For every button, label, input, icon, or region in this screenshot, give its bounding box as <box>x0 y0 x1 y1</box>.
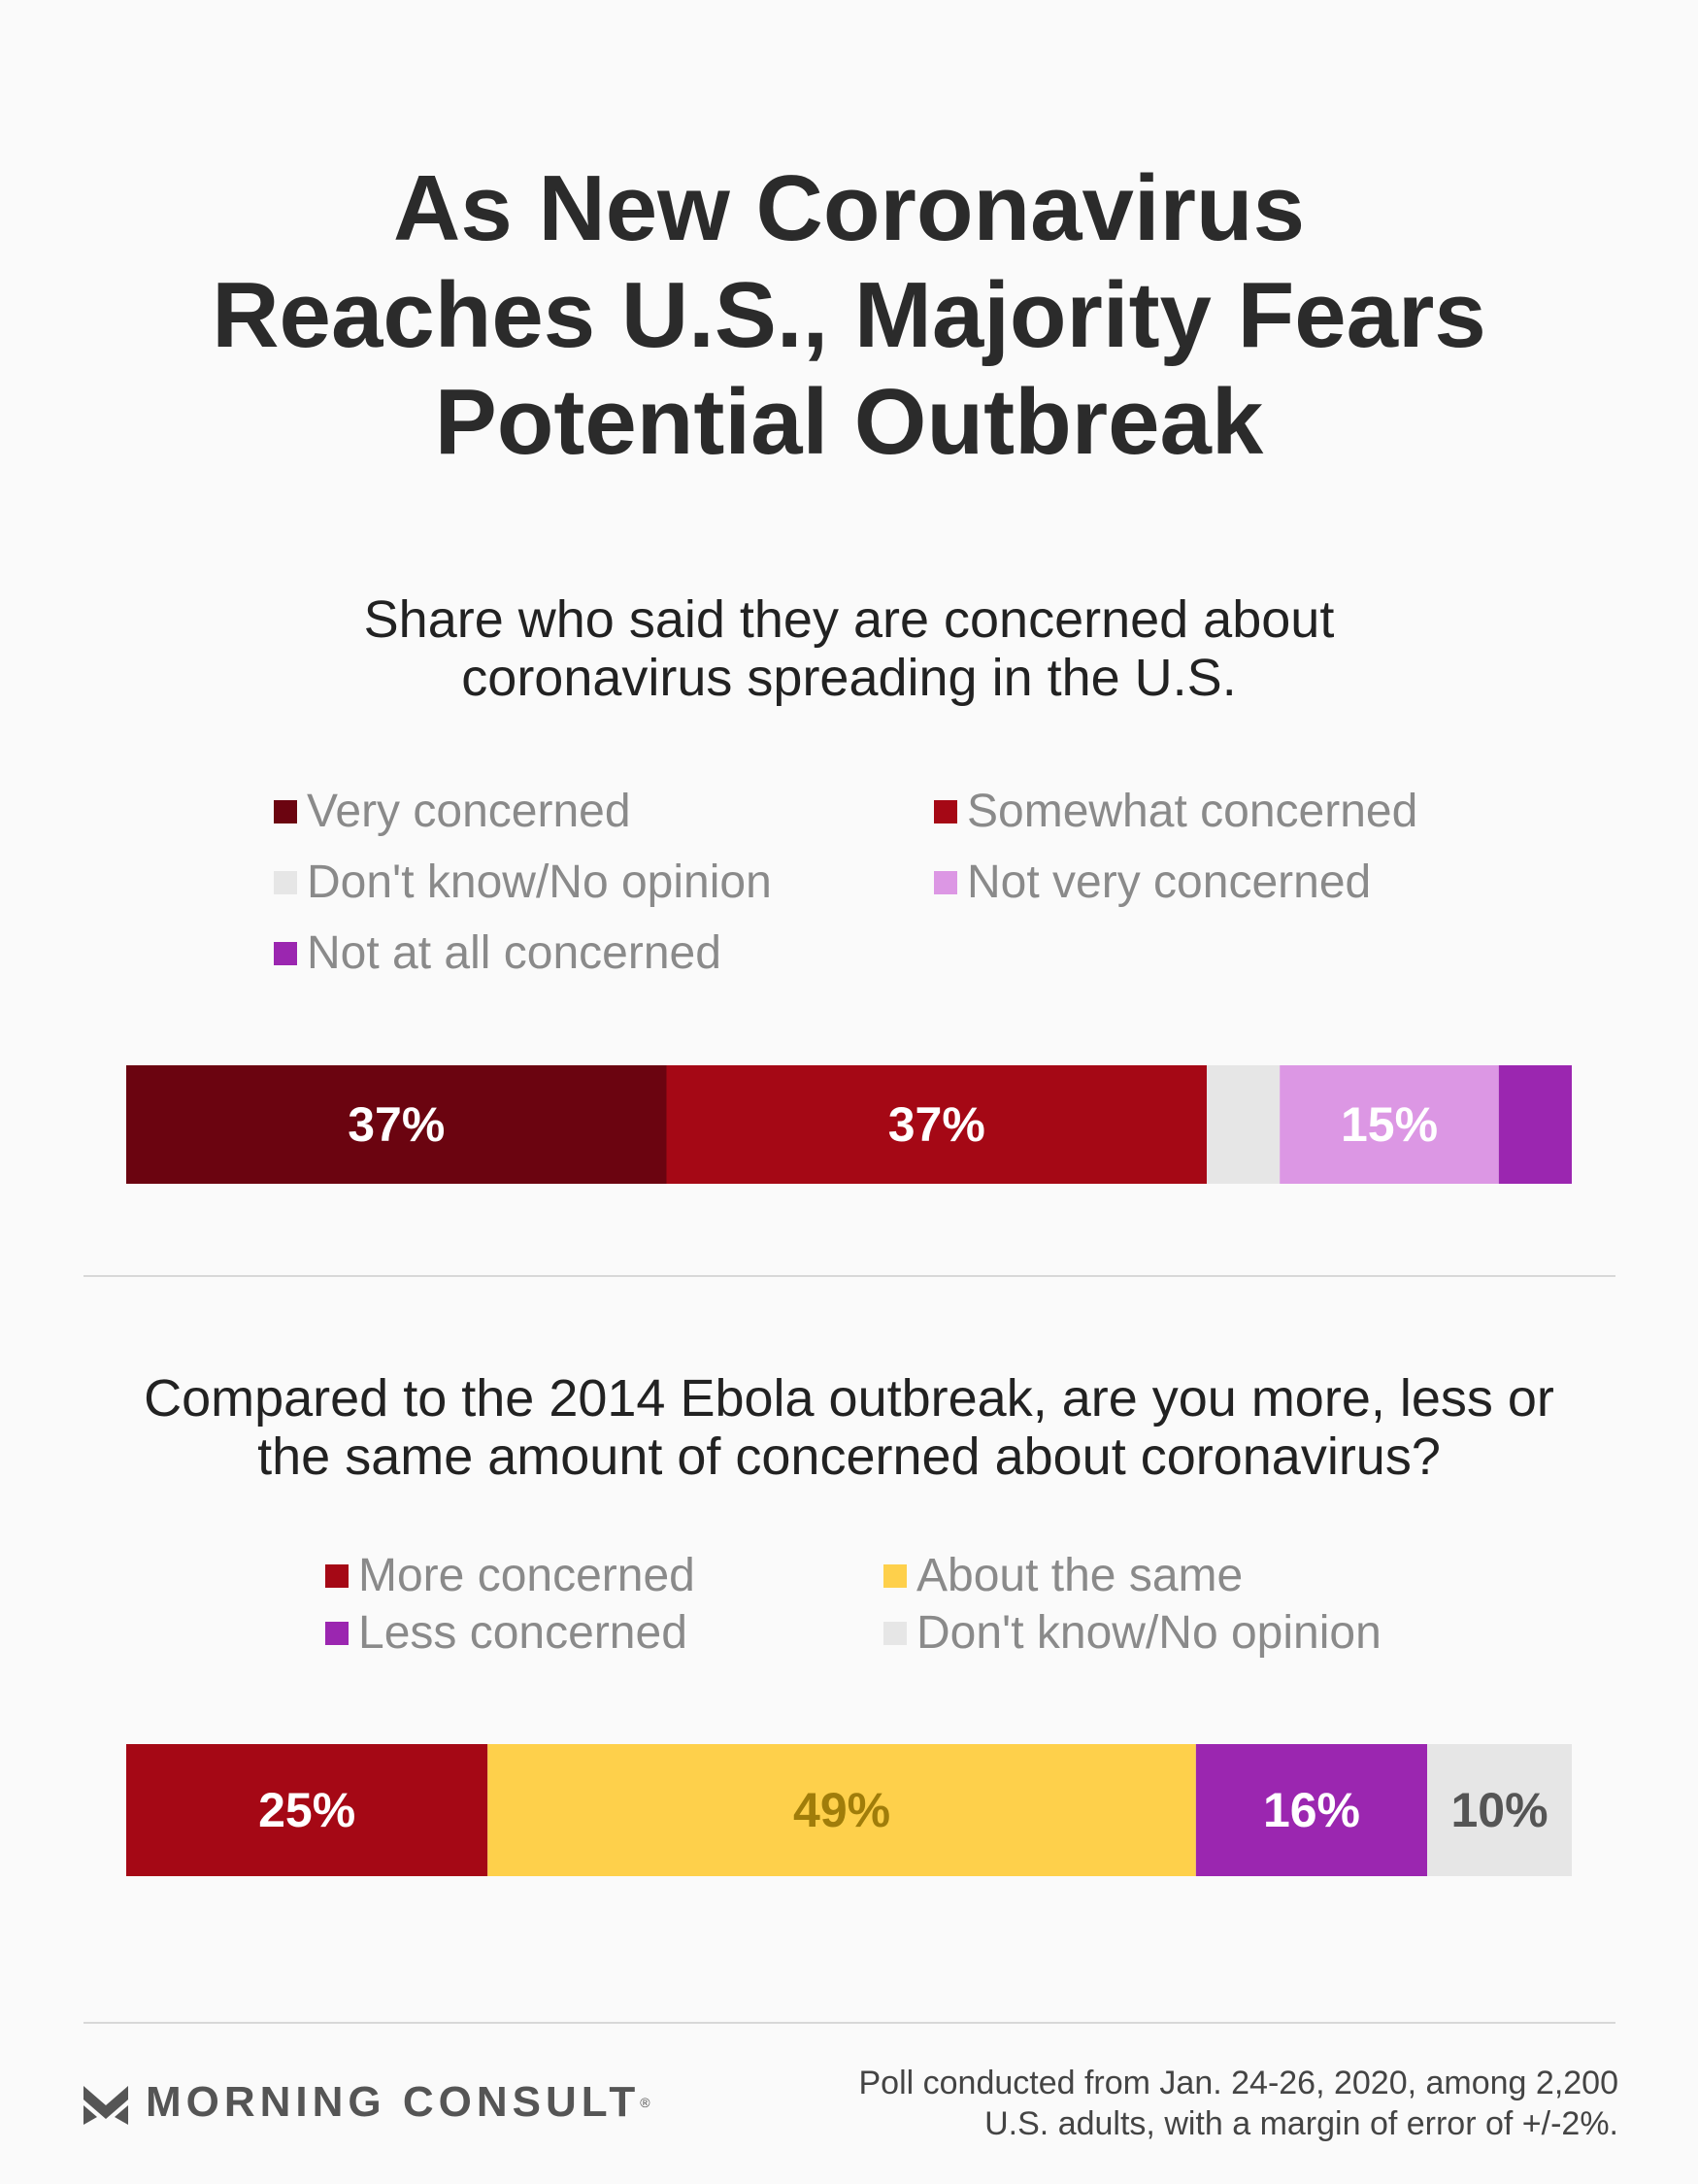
legend-label: Very concerned <box>307 786 631 837</box>
morning-consult-logo-icon <box>83 2086 128 2125</box>
methodology-note-line-2: U.S. adults, with a margin of error of +… <box>984 2105 1618 2142</box>
registered-mark: ® <box>640 2095 650 2110</box>
bar-segment-about-the-same <box>487 1744 1196 1876</box>
legend-label: More concerned <box>358 1550 695 1601</box>
legend-label: About the same <box>916 1550 1244 1601</box>
legend-label: Don't know/No opinion <box>916 1607 1382 1659</box>
legend-label: Don't know/No opinion <box>307 857 772 908</box>
chart-2-title-line-2: the same amount of concerned about coron… <box>257 1428 1441 1486</box>
chart-2-title: Compared to the 2014 Ebola outbreak, are… <box>0 1369 1698 1486</box>
bar-segment-less-concerned <box>1195 1744 1428 1876</box>
bar-segment-label: 37% <box>888 1097 985 1152</box>
chart-2-title-line-1: Compared to the 2014 Ebola outbreak, are… <box>144 1369 1554 1428</box>
bar-segment-label: 16% <box>1263 1783 1360 1837</box>
legend-swatch <box>934 799 957 823</box>
legend-label: Not very concerned <box>967 857 1372 908</box>
methodology-note: Poll conducted from Jan. 24-26, 2020, am… <box>858 2063 1618 2144</box>
legend-item-less-concerned: Less concerned <box>325 1606 687 1660</box>
legend-item-not-at-all-concerned: Not at all concerned <box>274 926 721 980</box>
divider <box>83 2022 1615 2024</box>
bar-segment-label: 10% <box>1451 1783 1548 1837</box>
title-line-1: As New Coronavirus <box>393 156 1305 260</box>
bar-segment-label: 49% <box>793 1783 890 1837</box>
bar-segment-label: 37% <box>348 1097 445 1152</box>
legend-item-dont-know: Don't know/No opinion <box>883 1606 1382 1660</box>
page-title: As New Coronavirus Reaches U.S., Majorit… <box>0 155 1698 476</box>
bar-segment-label: 25% <box>258 1783 355 1837</box>
legend-label: Not at all concerned <box>307 927 721 979</box>
brand-name: MORNING CONSULT <box>146 2078 641 2126</box>
chart-1-title-line-2: coronavirus spreading in the U.S. <box>461 649 1237 707</box>
bar-segment-don-t-know-no-opinion <box>1427 1744 1572 1876</box>
chart-1-title: Share who said they are concerned about … <box>0 590 1698 707</box>
bar-segment-label: 15% <box>1341 1097 1438 1152</box>
legend-label: Less concerned <box>358 1607 687 1659</box>
bar-segment-don-t-know-no-opinion <box>1206 1065 1281 1184</box>
chart-1-stacked-bar: 37% 37% 15% <box>126 1065 1572 1184</box>
legend-swatch <box>934 870 957 894</box>
divider <box>83 1275 1615 1277</box>
legend-item-somewhat-concerned: Somewhat concerned <box>934 785 1417 838</box>
legend-swatch <box>325 1621 349 1645</box>
chart-2-stacked-bar: 25% 49% 16% 10% <box>126 1744 1572 1876</box>
legend-swatch <box>325 1563 349 1588</box>
title-line-2: Reaches U.S., Majority Fears <box>212 263 1486 367</box>
methodology-note-line-1: Poll conducted from Jan. 24-26, 2020, am… <box>858 2065 1618 2101</box>
legend-swatch <box>274 870 297 894</box>
legend-label: Somewhat concerned <box>967 786 1418 837</box>
legend-item-very-concerned: Very concerned <box>274 785 631 838</box>
bar-segment-somewhat-concerned <box>666 1065 1207 1184</box>
bar-segment-more-concerned <box>126 1744 488 1876</box>
legend-item-not-very-concerned: Not very concerned <box>934 856 1371 909</box>
legend-swatch <box>274 941 297 965</box>
bar-segment-very-concerned <box>126 1065 667 1184</box>
brand-logo: MORNING CONSULT ® <box>83 2078 650 2127</box>
title-line-3: Potential Outbreak <box>434 370 1264 474</box>
bar-segment-not-very-concerned <box>1280 1065 1499 1184</box>
legend-item-about-the-same: About the same <box>883 1549 1243 1602</box>
legend-item-more-concerned: More concerned <box>325 1549 695 1602</box>
bar-segment-not-at-all-concerned <box>1498 1065 1572 1184</box>
legend-swatch <box>883 1563 907 1588</box>
chart-1-title-line-1: Share who said they are concerned about <box>363 590 1335 649</box>
legend-item-dont-know: Don't know/No opinion <box>274 856 772 909</box>
legend-swatch <box>274 799 297 823</box>
legend-swatch <box>883 1621 907 1645</box>
